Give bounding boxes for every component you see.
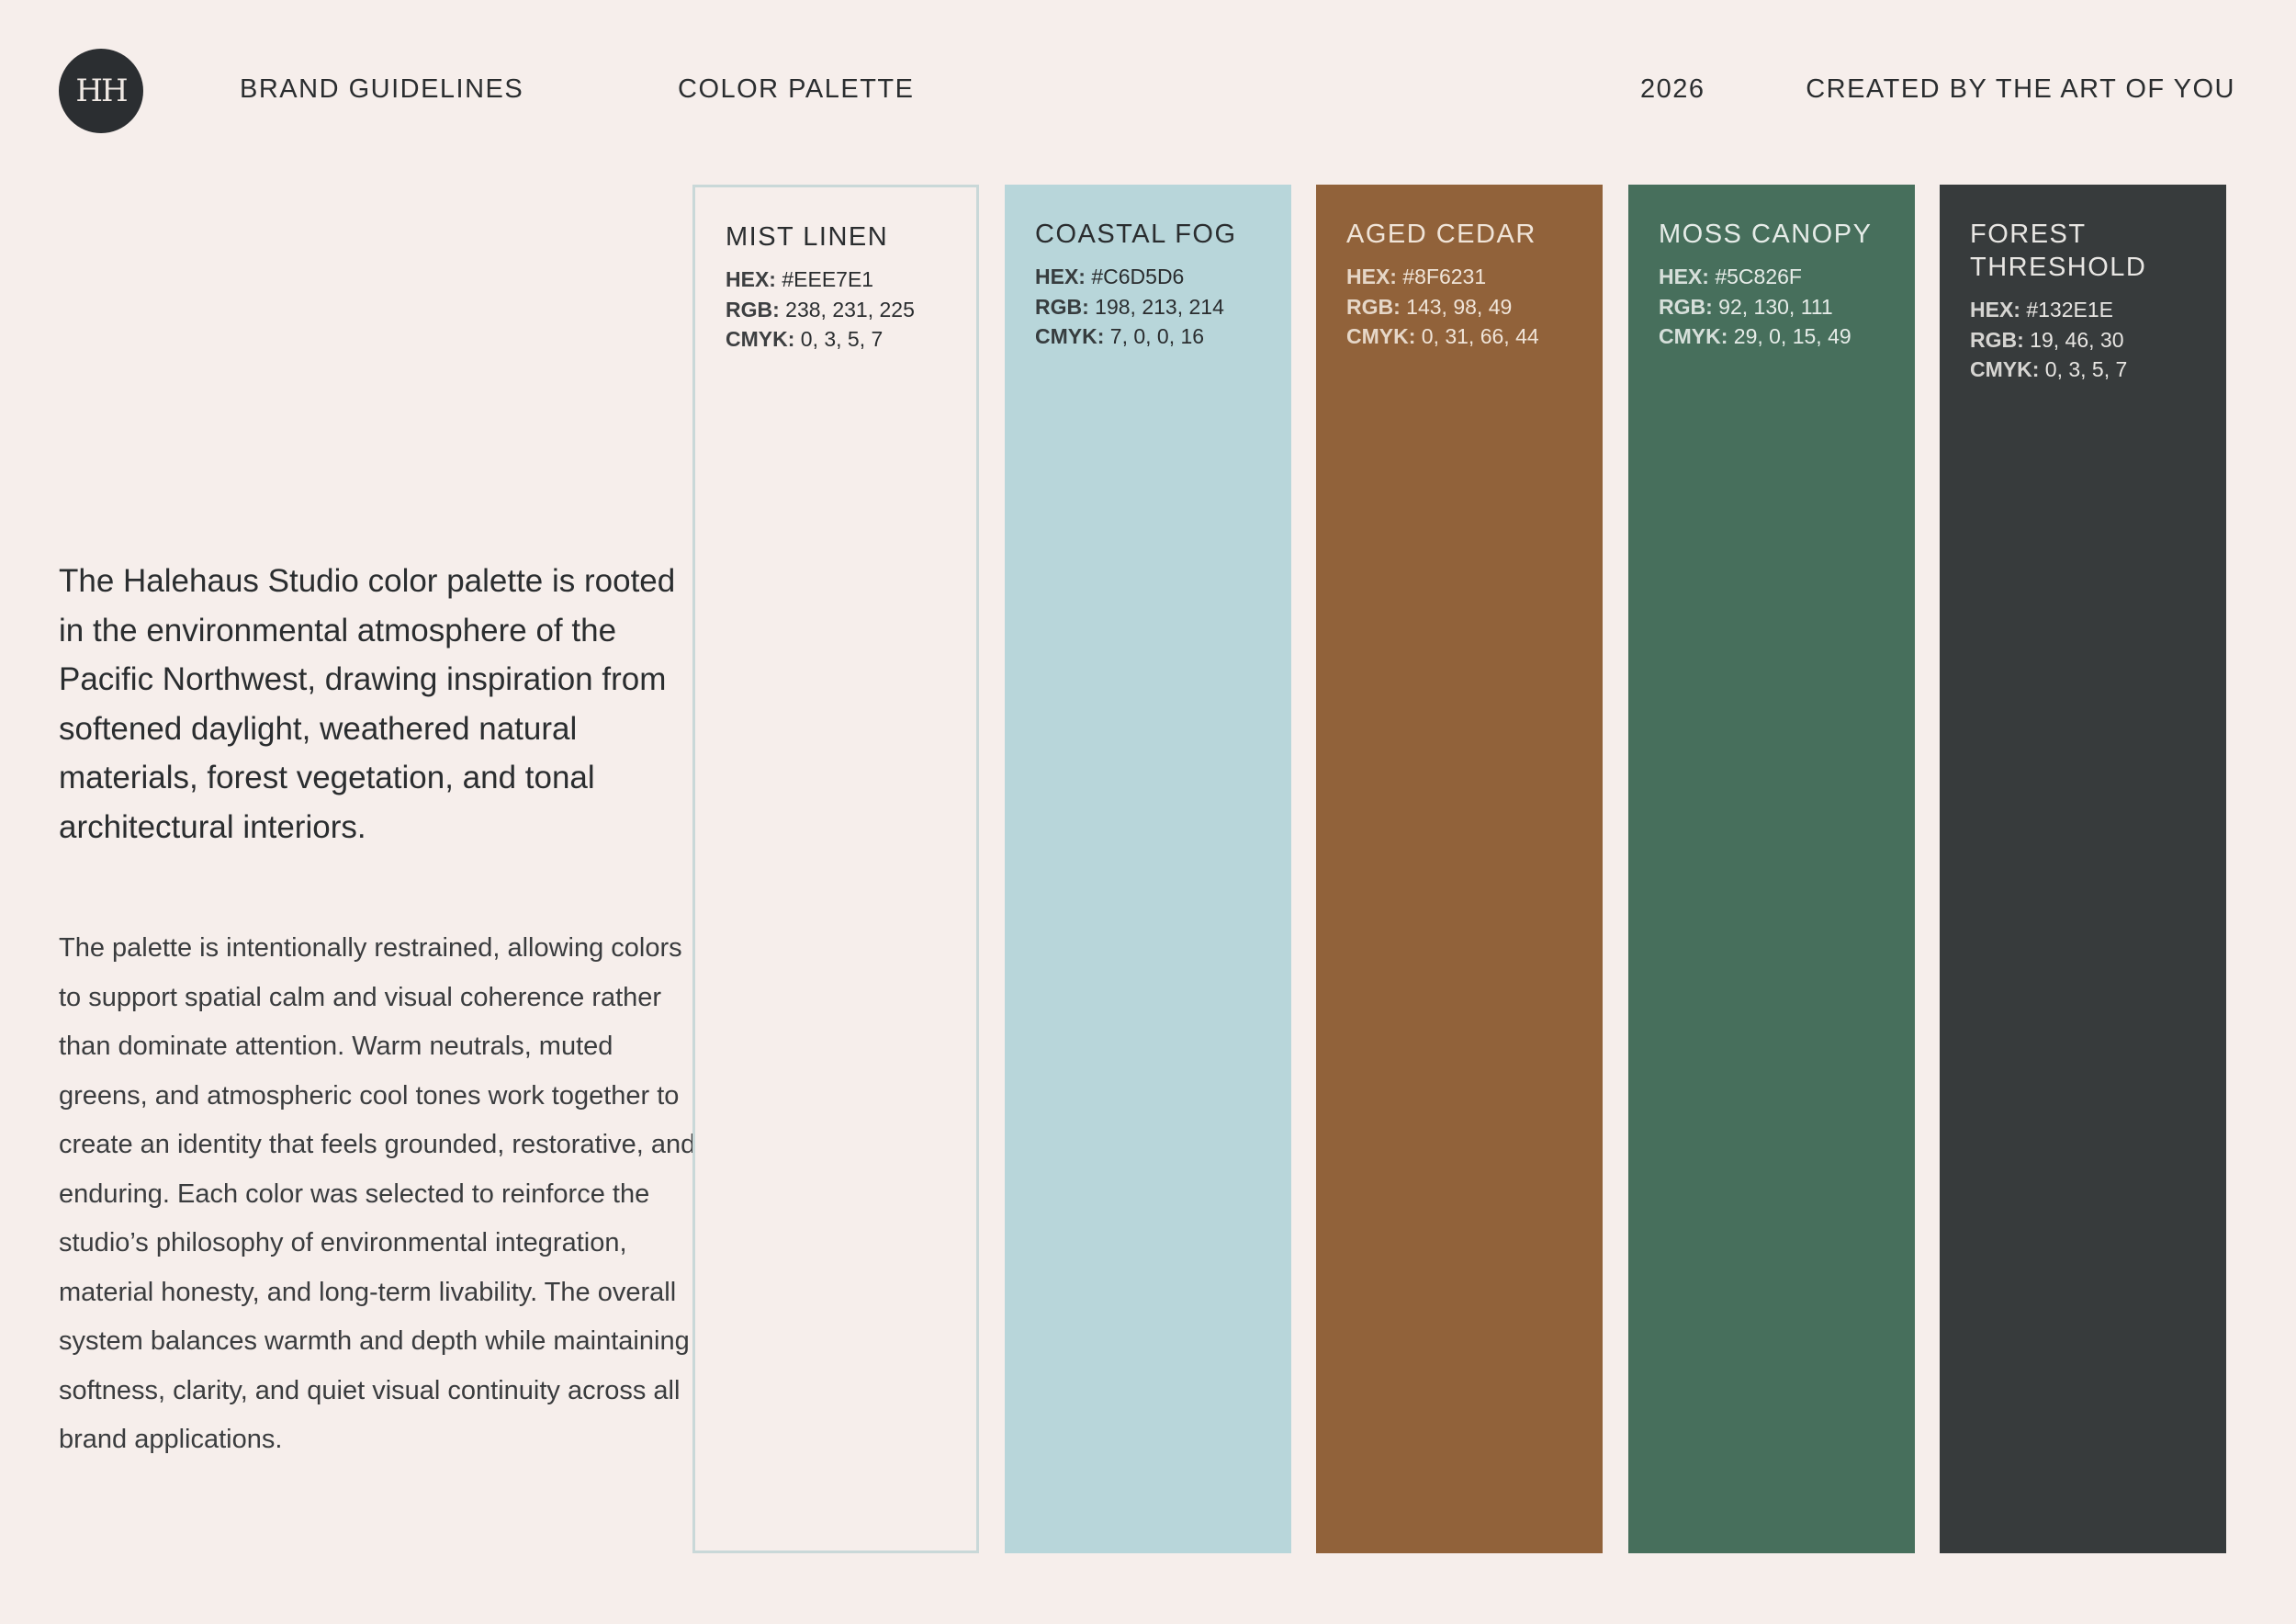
value-label: RGB: — [726, 297, 780, 321]
value-label: HEX: — [726, 267, 776, 291]
swatch-rgb: RGB: 92, 130, 111 — [1659, 292, 1885, 322]
color-swatch: FOREST THRESHOLD HEX: #132E1E RGB: 19, 46,… — [1940, 185, 2226, 1553]
logo: HH — [59, 49, 143, 133]
swatch-rgb: RGB: 198, 213, 214 — [1035, 292, 1261, 322]
credit: CREATED BY THE ART OF YOU — [1806, 74, 2235, 104]
color-swatch: MOSS CANOPY HEX: #5C826F RGB: 92, 130, 111… — [1628, 185, 1915, 1553]
swatch-hex: HEX: #EEE7E1 — [726, 265, 946, 295]
swatch-hex: HEX: #5C826F — [1659, 262, 1885, 292]
body-paragraph: The palette is intentionally restrained,… — [59, 933, 696, 1454]
value: #5C826F — [1715, 265, 1802, 288]
value-label: HEX: — [1970, 298, 2020, 321]
swatch-cmyk: CMYK: 0, 31, 66, 44 — [1346, 321, 1572, 352]
swatch-cmyk: CMYK: 0, 3, 5, 7 — [726, 324, 946, 355]
swatch-hex: HEX: #132E1E — [1970, 295, 2196, 325]
swatch-cmyk: CMYK: 7, 0, 0, 16 — [1035, 321, 1261, 352]
value-label: RGB: — [1970, 327, 2024, 352]
swatch-rgb: RGB: 238, 231, 225 — [726, 295, 946, 325]
value: 238, 231, 225 — [785, 297, 915, 321]
value: 7, 0, 0, 16 — [1109, 324, 1205, 348]
value: 92, 130, 111 — [1718, 294, 1833, 319]
value: 198, 213, 214 — [1095, 294, 1224, 319]
swatch-rgb: RGB: 19, 46, 30 — [1970, 325, 2196, 355]
swatch-cmyk: CMYK: 0, 3, 5, 7 — [1970, 355, 2196, 385]
value: 0, 31, 66, 44 — [1421, 324, 1539, 348]
nav-item[interactable]: BRAND GUIDELINES — [240, 74, 524, 104]
value: #132E1E — [2026, 298, 2113, 321]
swatch-hex: HEX: #8F6231 — [1346, 262, 1572, 292]
value-label: RGB: — [1035, 294, 1089, 319]
color-swatch: COASTAL FOG HEX: #C6D5D6 RGB: 198, 213, 21… — [1005, 185, 1291, 1553]
value-label: HEX: — [1659, 265, 1709, 288]
value: #C6D5D6 — [1091, 265, 1185, 288]
value-label: HEX: — [1035, 265, 1086, 288]
nav-item[interactable]: COLOR PALETTE — [678, 74, 915, 104]
value-label: CMYK: — [1346, 324, 1416, 348]
value-label: RGB: — [1659, 294, 1713, 319]
value-label: CMYK: — [726, 327, 795, 351]
swatch-name: MOSS CANOPY — [1659, 220, 1873, 249]
value: 143, 98, 49 — [1406, 294, 1513, 319]
year: 2026 — [1640, 74, 1705, 104]
swatch-name: MIST LINEN — [726, 222, 889, 252]
value: 0, 3, 5, 7 — [800, 327, 884, 351]
color-swatch: MIST LINEN HEX: #EEE7E1 RGB: 238, 231, 225… — [692, 185, 979, 1553]
value: 19, 46, 30 — [2030, 327, 2124, 352]
value-label: CMYK: — [1659, 324, 1728, 348]
value-label: CMYK: — [1035, 324, 1105, 348]
value: 0, 3, 5, 7 — [2044, 357, 2128, 381]
swatch-name: FOREST THRESHOLD — [1970, 220, 2147, 282]
swatch-rgb: RGB: 143, 98, 49 — [1346, 292, 1572, 322]
lead-paragraph: The Halehaus Studio color palette is roo… — [59, 563, 676, 845]
value-label: CMYK: — [1970, 357, 2040, 381]
value: 29, 0, 15, 49 — [1733, 324, 1851, 348]
swatch-cmyk: CMYK: 29, 0, 15, 49 — [1659, 321, 1885, 352]
value: #EEE7E1 — [782, 267, 874, 291]
value: #8F6231 — [1402, 265, 1487, 288]
swatch-name: COASTAL FOG — [1035, 220, 1237, 249]
swatch-hex: HEX: #C6D5D6 — [1035, 262, 1261, 292]
value-label: HEX: — [1346, 265, 1397, 288]
value-label: RGB: — [1346, 294, 1401, 319]
color-swatch: AGED CEDAR HEX: #8F6231 RGB: 143, 98, 49 CM… — [1316, 185, 1603, 1553]
swatch-name: AGED CEDAR — [1346, 220, 1536, 249]
